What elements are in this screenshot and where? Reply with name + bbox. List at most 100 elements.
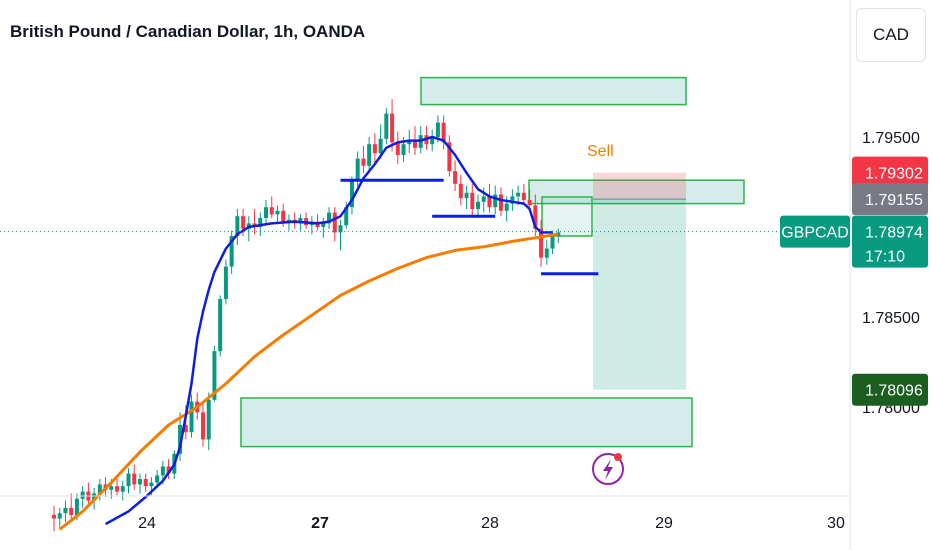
candle — [304, 212, 309, 229]
take-profit-area[interactable] — [593, 199, 686, 390]
x-tick-label: 27 — [311, 515, 329, 532]
candle-body — [321, 223, 326, 227]
candle-body — [332, 212, 337, 233]
price-label-bg — [852, 215, 928, 268]
candle — [430, 129, 435, 152]
candle-body — [355, 158, 360, 181]
candle — [206, 392, 211, 451]
candle-body — [504, 203, 509, 211]
candle-body — [57, 513, 62, 519]
candle-body — [384, 113, 389, 139]
candle — [264, 200, 269, 224]
candle-body — [109, 486, 114, 490]
candle — [132, 464, 137, 490]
supply-zone-top[interactable] — [420, 76, 687, 106]
zones-layer — [240, 76, 745, 448]
candle-body — [550, 236, 555, 249]
y-tick-label: 1.78500 — [862, 310, 920, 327]
candle — [69, 493, 74, 519]
candle — [458, 174, 463, 206]
candle — [120, 480, 125, 501]
candle-body — [344, 207, 349, 226]
target-price-label: 1.78096 — [852, 373, 928, 406]
candle — [441, 115, 446, 150]
candle — [269, 196, 274, 218]
candle — [218, 295, 223, 357]
sell-annotation: Sell — [587, 143, 614, 160]
candle-body — [527, 200, 532, 206]
candle-body — [453, 171, 458, 184]
candle-body — [149, 482, 154, 487]
candle-body — [470, 192, 475, 209]
candle — [355, 151, 360, 188]
candle — [498, 187, 503, 217]
candle — [510, 189, 515, 211]
candle — [200, 401, 205, 447]
symbol-badge[interactable]: GBPCAD — [780, 215, 850, 248]
candle-body — [69, 507, 74, 515]
candle-body — [206, 399, 211, 440]
candle — [229, 230, 234, 274]
moving-average-blue — [104, 135, 553, 526]
candle-body — [189, 401, 194, 433]
candle — [223, 259, 228, 305]
y-tick-label: 1.79500 — [862, 130, 920, 147]
candle — [521, 183, 526, 206]
candle — [539, 219, 544, 267]
candle-body — [498, 194, 503, 211]
candle — [544, 239, 549, 265]
candle-body — [412, 140, 417, 148]
candle-body — [212, 351, 217, 400]
candle-body — [533, 205, 538, 229]
x-tick-label: 28 — [481, 515, 499, 532]
candle-body — [447, 142, 452, 172]
candle — [166, 459, 171, 479]
candles-layer — [52, 99, 561, 532]
candle-body — [92, 493, 97, 501]
candle — [80, 486, 85, 508]
candle-body — [476, 201, 481, 209]
candle-body — [401, 144, 406, 155]
stop-loss-area[interactable] — [593, 172, 686, 200]
entry-zone-box[interactable] — [541, 196, 593, 237]
candle — [115, 475, 120, 496]
candle-body — [143, 479, 148, 487]
candle — [275, 205, 280, 224]
price-label-bg — [852, 183, 928, 216]
symbol-badge-text: GBPCAD — [781, 225, 849, 242]
demand-zone-bottom[interactable] — [240, 397, 693, 448]
stop-price-label: 1.79302 — [852, 156, 928, 189]
candle-body — [281, 210, 286, 222]
candle-body — [458, 183, 463, 199]
candle-body — [539, 228, 544, 258]
candle-body — [510, 196, 515, 204]
candle-body — [464, 192, 469, 199]
candle-body — [241, 216, 246, 229]
price-label-bg — [852, 373, 928, 406]
indicator-lines-layer — [58, 135, 599, 531]
candle-body — [298, 218, 303, 224]
candle-body — [521, 192, 526, 200]
candle — [52, 506, 56, 532]
candle-body — [481, 196, 486, 202]
candle — [349, 176, 354, 215]
candle-body — [80, 491, 85, 499]
candle — [390, 99, 395, 152]
candle-body — [349, 180, 354, 208]
candle-body — [264, 207, 269, 218]
candle-body — [223, 266, 228, 299]
candle — [464, 185, 469, 209]
candle-body — [120, 486, 125, 492]
candle — [126, 468, 131, 494]
candle — [378, 124, 383, 159]
candle-body — [435, 122, 440, 137]
candle-body — [74, 498, 79, 515]
lightning-icon[interactable] — [592, 453, 624, 485]
currency-button[interactable]: CAD — [856, 8, 926, 62]
candle-body — [286, 219, 291, 222]
candle-body — [441, 122, 446, 143]
candle — [447, 135, 452, 177]
short-position-layer[interactable] — [593, 172, 686, 390]
candle-body — [327, 212, 332, 224]
